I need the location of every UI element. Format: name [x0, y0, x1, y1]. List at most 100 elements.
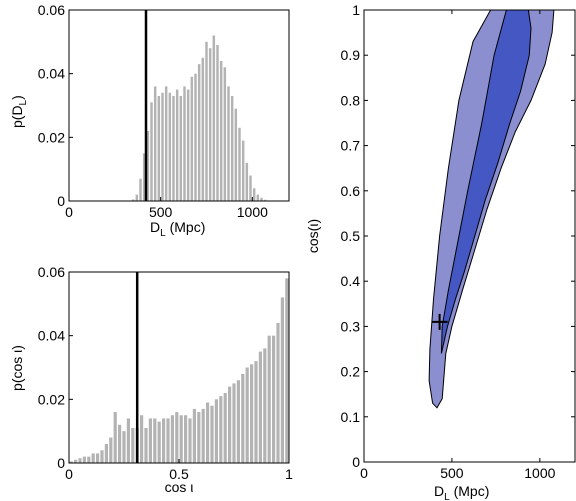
dl-bar	[153, 86, 157, 201]
dl-bar	[190, 76, 194, 201]
dl-ytick-label: 0.04	[38, 66, 65, 82]
cos-bar	[272, 335, 276, 463]
cos-bar	[78, 458, 82, 463]
cos-bar	[201, 408, 205, 463]
xlabel-rest: (Mpc)	[450, 483, 490, 499]
dl-bar	[146, 130, 150, 201]
cos-bar	[285, 278, 289, 463]
cos-bar	[87, 456, 91, 463]
cos-bar	[140, 415, 144, 463]
cos-bar	[91, 453, 95, 463]
contour-ticks: 0 500 1000 0 0.1 0.2 0.3 0.4 0.5 0.6 0.7 0.8 0.9 1	[341, 2, 575, 481]
contour-ytick-label: 0.4	[341, 273, 361, 289]
dl-bar	[164, 86, 168, 201]
dl-bar	[172, 95, 175, 201]
dl-bar	[183, 86, 186, 201]
dl-bar	[186, 89, 190, 201]
xlabel-rest: (Mpc)	[166, 219, 206, 235]
cos-bar	[184, 415, 188, 463]
contour-xtick-label: 1000	[524, 465, 555, 481]
dl-bar	[249, 175, 252, 201]
cos-bar	[188, 418, 192, 463]
cos-histogram-xlabel: cos ι	[165, 479, 194, 495]
dl-bar	[263, 199, 267, 201]
cos-ytick-label: 0.06	[38, 264, 65, 280]
contour-xlabel: DL (Mpc)	[434, 483, 489, 501]
dl-bar	[216, 45, 219, 202]
cos-bar	[228, 386, 232, 463]
dl-bar	[227, 86, 230, 201]
contour-ytick-label: 0.1	[341, 409, 361, 425]
dl-xtick-label: 500	[149, 204, 173, 220]
cos-bar	[179, 415, 183, 463]
cos-bar	[254, 361, 258, 463]
dl-bar	[201, 57, 205, 201]
dl-bar	[197, 64, 201, 201]
dl-ytick-label: 0.06	[38, 2, 65, 18]
cos-bar	[280, 297, 284, 463]
dl-bar	[238, 127, 241, 201]
dl-bar	[223, 67, 227, 201]
cos-histogram-panel: 0 0.5 1 0 0.02 0.04 0.06 cos ι p(cos ι)	[9, 264, 293, 495]
contour-ytick-label: 1	[352, 2, 360, 18]
dl-histogram-bars	[131, 35, 267, 202]
cos-bar	[258, 351, 262, 463]
contour-ylabel: cos(ι)	[305, 219, 321, 253]
dl-bar	[161, 92, 164, 201]
cos-bar	[197, 412, 201, 463]
cos-bar	[82, 456, 86, 463]
cos-bar	[157, 421, 161, 463]
cos-bar	[236, 380, 240, 463]
cos-bar	[219, 396, 223, 463]
cos-bar	[263, 348, 267, 463]
cos-xtick-label: 0.5	[169, 466, 189, 482]
injection-marker	[431, 313, 448, 330]
dl-xtick-label: 0	[65, 204, 73, 220]
contour-xtick-label: 500	[440, 465, 464, 481]
contour-ytick-label: 0.3	[341, 318, 361, 334]
dl-bar	[208, 48, 212, 202]
dl-bar	[135, 194, 139, 201]
cos-bar	[210, 405, 214, 463]
cos-bar	[223, 392, 227, 463]
contour-xtick-label: 0	[360, 465, 368, 481]
cos-histogram-bars	[69, 278, 289, 463]
cos-bar	[122, 431, 126, 463]
dl-bar	[212, 35, 216, 201]
cos-ytick-label: 0.02	[38, 391, 65, 407]
ylabel-main: p(D	[9, 105, 25, 128]
cos-bar	[250, 364, 254, 463]
contour-panel: 0 500 1000 0 0.1 0.2 0.3 0.4 0.5 0.6 0.7 0.8 0.9 1 DL…	[305, 2, 576, 501]
dl-bar	[241, 140, 245, 201]
contour-ytick-label: 0	[352, 454, 360, 470]
cos-bar	[126, 418, 130, 463]
dl-bar	[179, 95, 183, 201]
cos-bar	[148, 418, 152, 463]
contour-ytick-label: 0.8	[341, 92, 361, 108]
dl-bar	[205, 41, 208, 202]
dl-ytick-label: 0.02	[38, 129, 65, 145]
cos-bar	[100, 450, 104, 463]
cos-bar	[118, 424, 122, 463]
dl-bar	[131, 199, 135, 201]
xlabel-main: D	[434, 483, 444, 499]
credible-regions	[428, 10, 555, 409]
dl-histogram-frame	[68, 9, 290, 202]
cos-xtick-label: 1	[285, 466, 293, 482]
dl-ytick-label: 0	[57, 193, 65, 209]
dl-bar	[234, 108, 238, 201]
inner-credible-region	[440, 10, 532, 354]
cos-bar	[170, 415, 174, 463]
cos-bar	[232, 383, 236, 463]
dl-bar	[194, 73, 197, 201]
cos-bar	[166, 418, 170, 463]
cos-bar	[104, 443, 108, 463]
cos-bar	[131, 427, 135, 463]
dl-xtick-label: 1000	[237, 204, 268, 220]
cos-bar	[175, 412, 179, 463]
cos-histogram-ylabel: p(cos ι)	[9, 345, 25, 391]
dl-bar	[252, 188, 256, 201]
cos-bar	[96, 453, 100, 463]
